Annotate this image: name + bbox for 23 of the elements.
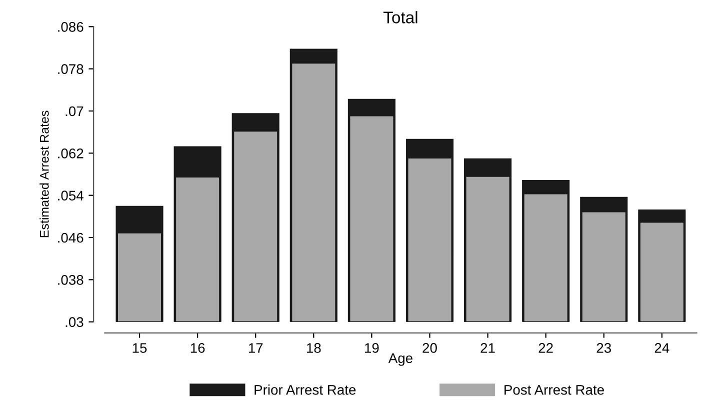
y-tick-label: .054 (58, 190, 84, 201)
x-tick-label: 22 (538, 343, 553, 353)
legend-label: Prior Arrest Rate (254, 384, 356, 395)
legend-label: Post Arrest Rate (504, 385, 604, 395)
x-tick-label: 19 (365, 343, 379, 353)
x-tick-label: 20 (422, 343, 437, 353)
y-tick-label: .086 (58, 22, 84, 32)
y-tick-label: .078 (58, 64, 84, 74)
y-tick-label: .03 (66, 317, 84, 328)
y-tick-label: .07 (66, 106, 84, 116)
x-tick-label: 15 (132, 343, 147, 353)
x-tick-label: 21 (480, 343, 495, 353)
x-tick-label: 17 (248, 343, 263, 353)
y-tick-label: .038 (58, 275, 84, 285)
x-tick-label: 16 (190, 343, 205, 353)
x-tick-label: 18 (306, 343, 321, 353)
y-tick-label: .062 (58, 148, 84, 158)
x-tick-label: 24 (654, 343, 670, 353)
x-axis-title: Age (388, 353, 412, 366)
y-tick-label: .046 (58, 232, 84, 243)
x-tick-label: 23 (596, 343, 611, 353)
chart-title: Total (383, 11, 418, 24)
y-axis-title: Estimated Arrest Rates (40, 110, 49, 238)
